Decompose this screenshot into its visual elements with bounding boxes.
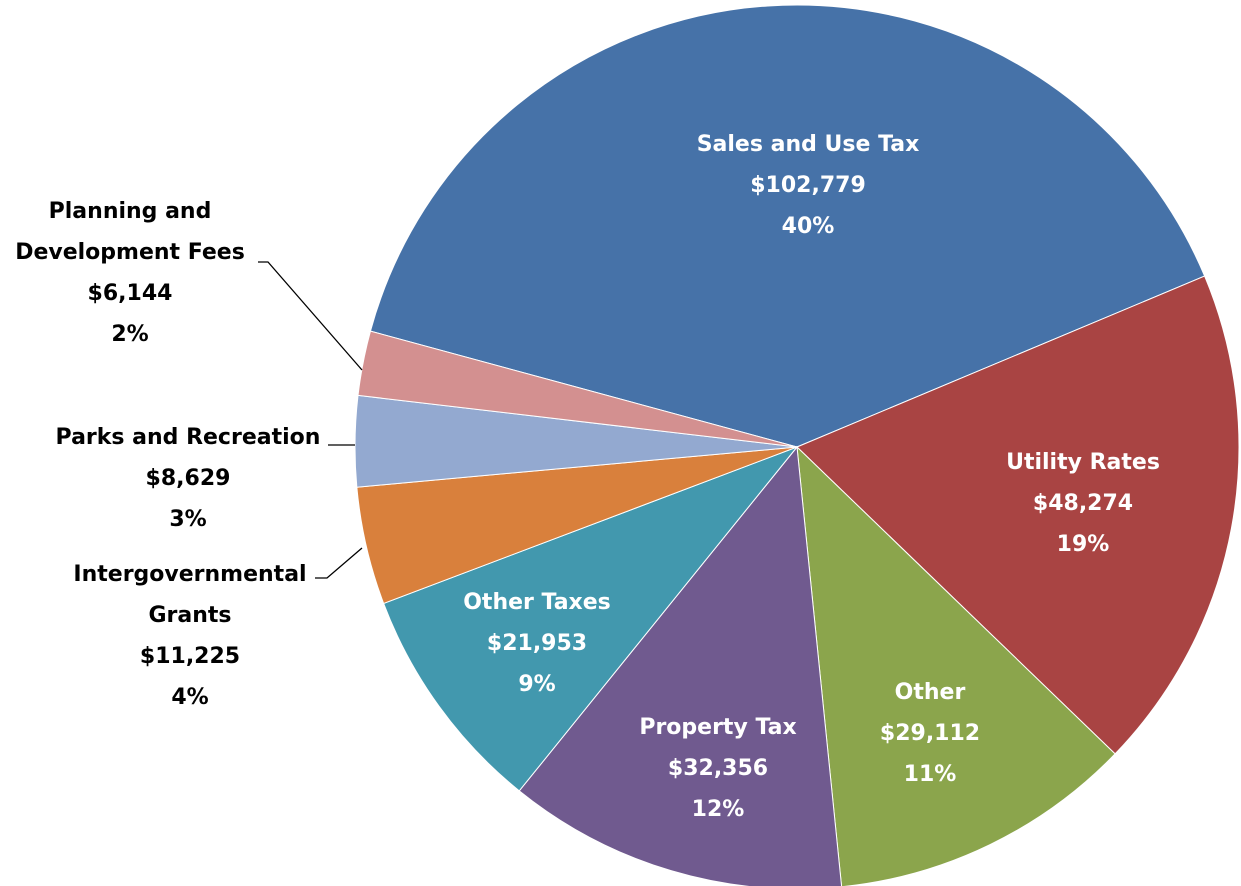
value-label: $6,144 <box>87 281 173 306</box>
pie-slice <box>518 445 843 886</box>
slices <box>354 4 1240 886</box>
slice-label: Utility Rates $48,274 19% <box>963 442 1203 565</box>
category-label: Other Taxes <box>463 590 611 615</box>
category-label: Intergovernmental Grants <box>73 562 307 628</box>
percent-label: 2% <box>111 322 149 347</box>
category-label: Other <box>894 680 966 705</box>
value-label: $21,953 <box>486 631 588 656</box>
category-label: Planning and Development Fees <box>15 199 245 265</box>
percent-label: 9% <box>518 672 556 697</box>
value-label: $8,629 <box>145 466 231 491</box>
percent-label: 40% <box>781 214 835 239</box>
pie-slice <box>357 330 798 448</box>
category-label: Parks and Recreation <box>55 425 321 450</box>
slice-label: Other $29,112 11% <box>830 672 1030 795</box>
leader-line <box>315 547 363 579</box>
slice-label: Intergovernmental Grants $11,225 4% <box>55 554 325 718</box>
slice-label: Sales and Use Tax $102,779 40% <box>658 124 958 247</box>
value-label: $102,779 <box>750 173 866 198</box>
percent-label: 11% <box>903 762 957 787</box>
percent-label: 3% <box>169 507 207 532</box>
slice-label: Planning and Development Fees $6,144 2% <box>5 191 255 355</box>
category-label: Property Tax <box>639 715 797 740</box>
pie-slice <box>369 4 1206 448</box>
slice-label: Parks and Recreation $8,629 3% <box>38 417 338 540</box>
leader-line <box>258 261 363 371</box>
value-label: $48,274 <box>1032 491 1134 516</box>
value-label: $32,356 <box>667 756 769 781</box>
pie-slice <box>796 275 1240 755</box>
percent-label: 19% <box>1056 532 1110 557</box>
category-label: Sales and Use Tax <box>696 132 920 157</box>
slice-label: Other Taxes $21,953 9% <box>427 582 647 705</box>
percent-label: 12% <box>691 797 745 822</box>
value-label: $29,112 <box>879 721 981 746</box>
pie-slice <box>796 445 1116 886</box>
value-label: $11,225 <box>139 644 241 669</box>
slice-label: Property Tax $32,356 12% <box>598 707 838 830</box>
category-label: Utility Rates <box>1006 450 1160 475</box>
percent-label: 4% <box>171 685 209 710</box>
pie-slice <box>382 445 799 792</box>
